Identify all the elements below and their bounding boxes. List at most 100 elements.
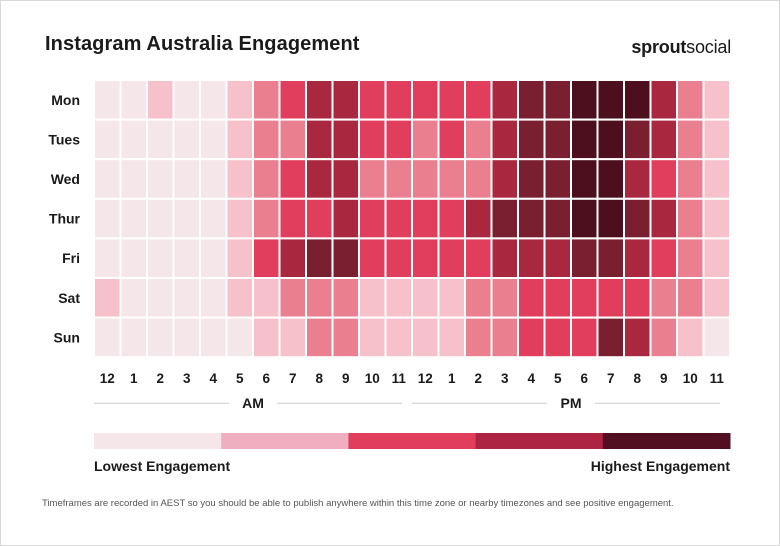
row-label-mon: Mon <box>51 92 80 108</box>
heatmap-cell <box>252 237 281 279</box>
column-label: 1 <box>130 371 138 386</box>
heatmap-cell <box>93 118 122 161</box>
column-label: 2 <box>474 371 482 386</box>
heatmap-cell <box>676 79 705 121</box>
heatmap-cell <box>225 158 254 200</box>
heatmap-cell <box>358 158 387 200</box>
row-label-fri: Fri <box>62 250 80 266</box>
heatmap-cell <box>464 197 493 240</box>
heatmap-cell <box>225 316 254 359</box>
heatmap-cell <box>331 277 360 319</box>
heatmap-cell <box>119 197 148 240</box>
heatmap-cell <box>146 197 175 240</box>
heatmap-cell <box>623 79 652 121</box>
heatmap-cell <box>596 277 625 319</box>
heatmap-cell <box>119 237 148 279</box>
heatmap-cell <box>649 79 678 121</box>
heatmap-cell <box>437 197 466 240</box>
heatmap-cell <box>225 197 254 240</box>
column-label: 6 <box>580 371 588 386</box>
heatmap-cell <box>384 237 413 279</box>
heatmap-cell <box>570 79 599 121</box>
heatmap-cell <box>517 197 546 240</box>
heatmap-cell <box>384 277 413 319</box>
heatmap-cell <box>199 237 228 279</box>
heatmap-cell <box>384 79 413 121</box>
legend-low-label: Lowest Engagement <box>94 458 230 474</box>
heatmap-cell <box>119 158 148 200</box>
heatmap-cell <box>278 79 307 121</box>
row-label-wed: Wed <box>51 171 80 187</box>
heatmap-cell <box>543 277 572 319</box>
heatmap-cell <box>331 237 360 279</box>
heatmap-cell <box>596 158 625 200</box>
row-label-sun: Sun <box>54 329 80 345</box>
heatmap-cell <box>411 79 440 121</box>
heatmap-cell <box>305 237 334 279</box>
column-label: 5 <box>554 371 562 386</box>
heatmap-cell <box>570 277 599 319</box>
heatmap-cell <box>702 79 731 121</box>
heatmap-cell <box>93 158 122 200</box>
heatmap-cell <box>596 79 625 121</box>
heatmap-cell <box>384 316 413 359</box>
heatmap-cell <box>384 118 413 161</box>
heatmap-cell <box>225 277 254 319</box>
heatmap-cell <box>225 237 254 279</box>
column-label: 9 <box>660 371 668 386</box>
heatmap-cell <box>331 118 360 161</box>
heatmap-cell <box>411 316 440 359</box>
heatmap-cell <box>490 316 519 359</box>
heatmap-cell <box>331 158 360 200</box>
heatmap-cell <box>517 79 546 121</box>
heatmap-cell <box>411 118 440 161</box>
heatmap-cell <box>623 118 652 161</box>
legend-high-label: Highest Engagement <box>591 458 731 474</box>
heatmap-cell <box>596 316 625 359</box>
heatmap-cell <box>252 197 281 240</box>
heatmap-cell <box>543 158 572 200</box>
legend-segment <box>94 433 222 449</box>
heatmap-cell <box>464 316 493 359</box>
column-label: 8 <box>315 371 323 386</box>
heatmap-cell <box>119 316 148 359</box>
heatmap-cell <box>146 316 175 359</box>
heatmap-cell <box>623 197 652 240</box>
heatmap-cell <box>358 316 387 359</box>
heatmap-cell <box>649 316 678 359</box>
heatmap-cell <box>490 197 519 240</box>
heatmap-cell <box>146 118 175 161</box>
heatmap-cell <box>490 79 519 121</box>
heatmap-cell <box>278 158 307 200</box>
heatmap-cell <box>437 79 466 121</box>
heatmap-cell <box>490 118 519 161</box>
heatmap-cell <box>119 277 148 319</box>
heatmap-cell <box>437 316 466 359</box>
column-label: 3 <box>501 371 509 386</box>
heatmap-cell <box>172 197 201 240</box>
heatmap-cell <box>146 277 175 319</box>
brand-logo: sproutsocial <box>631 37 731 58</box>
heatmap-cell <box>305 158 334 200</box>
heatmap-cell <box>596 237 625 279</box>
heatmap-cell <box>517 158 546 200</box>
heatmap-cell <box>172 277 201 319</box>
heatmap-cell <box>411 158 440 200</box>
heatmap-cell <box>676 158 705 200</box>
heatmap-cell <box>623 237 652 279</box>
heatmap-cell <box>252 316 281 359</box>
heatmap-cell <box>437 118 466 161</box>
heatmap-cell <box>199 79 228 121</box>
heatmap-cell <box>358 277 387 319</box>
heatmap-cell <box>331 197 360 240</box>
column-label: 7 <box>289 371 297 386</box>
heatmap-cell <box>543 79 572 121</box>
legend-segment <box>602 433 731 449</box>
heatmap-cell <box>172 316 201 359</box>
heatmap-cell <box>278 277 307 319</box>
heatmap-cell <box>464 158 493 200</box>
heatmap-cell <box>93 316 122 359</box>
legend-segment <box>221 433 349 449</box>
heatmap-cell <box>252 79 281 121</box>
